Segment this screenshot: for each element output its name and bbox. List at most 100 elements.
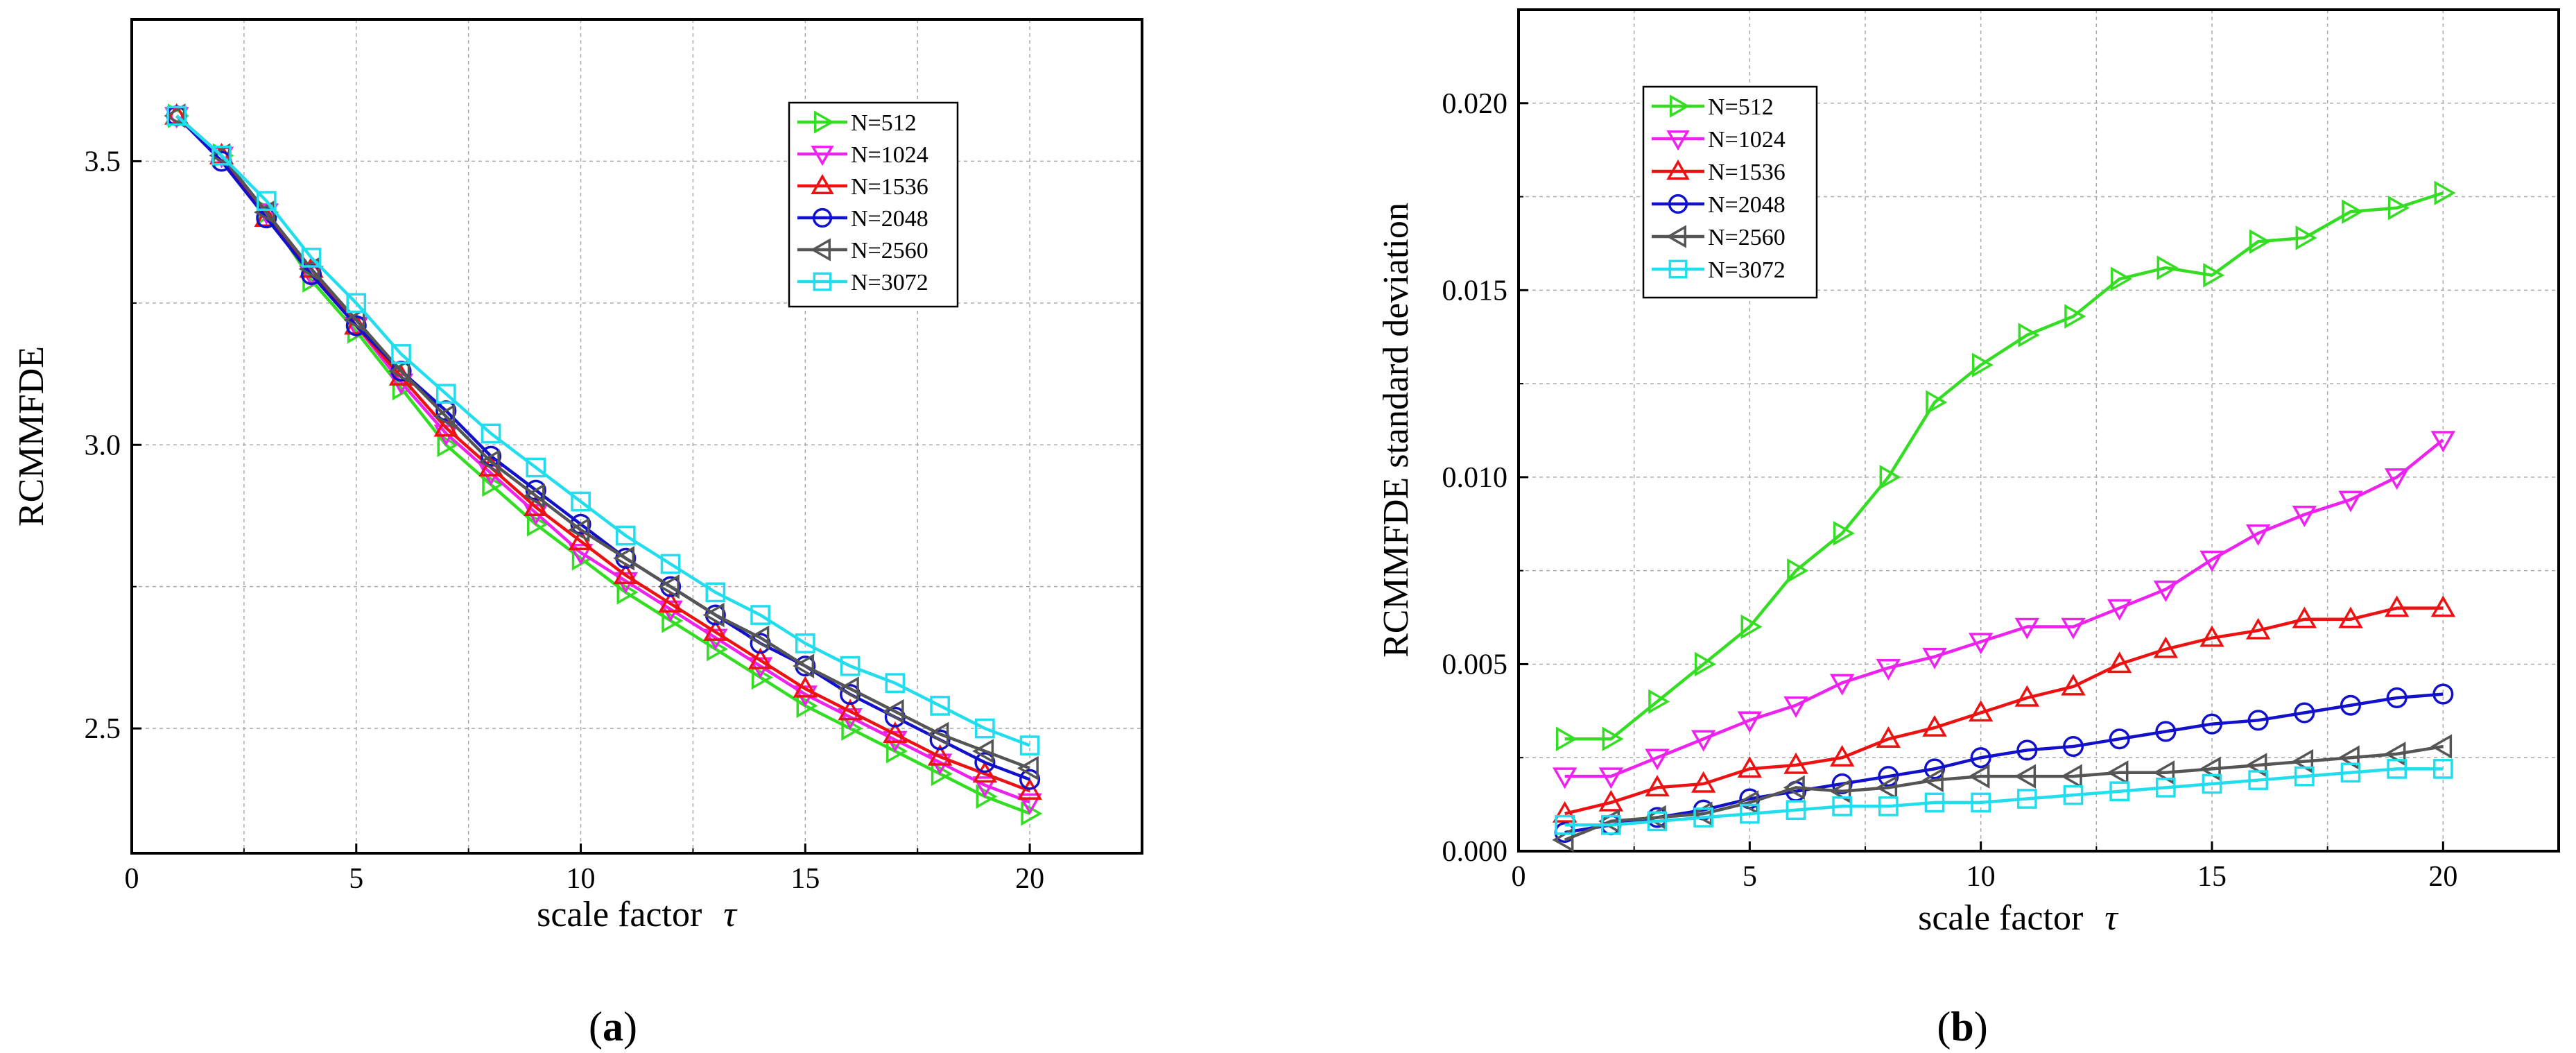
chart-a-series (164, 103, 1043, 826)
chart-b-point-n-2048 (2247, 710, 2269, 731)
chart-b-xtick-label: 0 (1512, 861, 1526, 893)
chart-a-point-n-2560 (298, 257, 320, 282)
chart-b-point-n-1024 (1691, 730, 1716, 752)
chart-b-point-n-1536 (2107, 651, 2132, 674)
chart-a-ytick-label: 2.5 (85, 713, 121, 745)
chart-b-point-n-1536 (2153, 636, 2179, 658)
chart-a-point-n-1536 (703, 619, 728, 641)
chart-b-point-n-1536 (1876, 726, 1901, 748)
chart-b-point-n-1024 (2384, 468, 2410, 490)
chart-b-point-n-512 (1787, 558, 1809, 583)
chart-a-point-n-3072 (346, 293, 367, 314)
chart-a-point-n-3072 (750, 605, 770, 625)
chart-b-point-n-1536 (2014, 685, 2040, 707)
chart-b-point-n-1024 (2245, 524, 2271, 546)
chart-b-point-n-3072 (1786, 800, 1806, 821)
chart-a-point-n-1536 (883, 721, 908, 744)
chart-b-point-n-1024 (1922, 647, 1947, 669)
chart-a-caption: (a) (589, 1004, 637, 1050)
chart-b-point-n-2048 (2386, 687, 2408, 709)
chart-b-point-n-1024 (2107, 599, 2132, 621)
chart-b-point-n-1536 (1968, 700, 1994, 722)
chart-b-point-n-3072 (1832, 796, 1853, 816)
chart-b-point-n-1536 (2338, 606, 2363, 628)
chart-b-point-n-2560 (2430, 734, 2453, 759)
chart-b-point-n-1536 (1737, 756, 1763, 778)
chart-a-point-n-3072 (885, 673, 906, 694)
chart-b-xtick-label: 20 (2428, 861, 2457, 893)
chart-b-point-n-2560 (1968, 764, 1990, 789)
chart-a-point-n-1536 (793, 676, 818, 698)
chart-b-legend-item-n-2560: N=2560 (1652, 225, 1786, 250)
chart-b-ytick-label: 0.010 (1442, 462, 1508, 494)
chart-a-point-n-1536 (972, 761, 998, 783)
chart-b-caption-letter: b (1951, 1004, 1973, 1050)
chart-b-x-ticks: 0 5 10 15 20 (1512, 841, 2559, 893)
chart-b-legend-item-n-512: N=512 (1652, 94, 1774, 120)
chart-b-point-n-1536 (2061, 674, 2086, 696)
chart-b-point-n-1024 (1598, 767, 1624, 789)
chart-b-point-n-2048 (2155, 721, 2177, 742)
chart-b-point-n-1536 (2384, 595, 2410, 617)
chart-b-point-n-1024 (1968, 633, 1994, 655)
chart-b-point-n-3072 (2387, 759, 2408, 779)
chart-a-point-n-2560 (793, 653, 815, 678)
chart-b-point-n-3072 (2248, 770, 2269, 790)
chart-a-ytick-label: 3.0 (85, 429, 121, 461)
chart-b-point-n-1024 (2199, 550, 2224, 572)
chart-a-point-n-2560 (837, 676, 859, 701)
chart-b-ytick-label: 0.015 (1442, 275, 1508, 307)
chart-a-legend-item-n-512: N=512 (797, 110, 917, 136)
chart-a-legend-marker (810, 238, 831, 262)
chart-b-point-n-1024 (2014, 617, 2040, 640)
chart-a-point-n-3072 (571, 491, 591, 512)
chart-a-legend-item-n-1024: N=1024 (797, 142, 928, 168)
chart-a-point-n-2560 (657, 574, 680, 599)
chart-a-xtick-label: 10 (567, 863, 596, 895)
chart-b-point-n-1536 (1552, 801, 1577, 823)
chart-b-legend-marker (1670, 94, 1691, 118)
chart-b-point-n-512 (2064, 304, 2086, 329)
chart-a-xlabel-symbol: τ (723, 895, 738, 934)
chart-b-point-n-2560 (1737, 790, 1759, 815)
chart-b-point-n-2048 (2340, 694, 2362, 716)
chart-b-legend-label: N=3072 (1708, 257, 1786, 283)
chart-b-point-n-2048 (1831, 773, 1853, 795)
chart-a-legend-marker (813, 272, 832, 291)
chart-b-point-n-512 (1926, 390, 1948, 415)
chart-b-point-n-1024 (1876, 659, 1901, 681)
chart-b-point-n-512 (2249, 229, 2271, 254)
chart-b-point-n-2048 (1970, 747, 1991, 769)
chart-b-legend-label: N=512 (1708, 94, 1774, 120)
chart-b-point-n-512 (2387, 196, 2410, 221)
chart-b-ytick-label: 0.005 (1442, 649, 1508, 680)
chart-a-xtick-label: 0 (125, 863, 139, 895)
chart-a-legend-label: N=3072 (851, 270, 928, 296)
chart-b-legend-marker (1666, 159, 1690, 180)
chart-a-point-n-2048 (345, 315, 367, 336)
chart-b-legend-label: N=2560 (1708, 225, 1786, 250)
chart-a-legend-item-n-3072: N=3072 (797, 270, 928, 296)
chart-a-point-n-3072 (975, 718, 995, 739)
chart-b-ytick-label: 0.000 (1442, 836, 1508, 868)
chart-b-point-n-3072 (1971, 792, 1991, 813)
chart-b-point-n-512 (1879, 465, 1901, 490)
chart-a-series-n-2560 (164, 103, 1039, 781)
chart-a-xtick-label: 15 (790, 863, 820, 895)
chart-a-point-n-1024 (1017, 793, 1042, 815)
chart-b-point-n-1024 (1783, 696, 1808, 718)
chart-b-legend: N=512 N=1024 N=1536 N=2048 N=2560 N=3072 (1642, 85, 1818, 299)
chart-a-point-n-3072 (930, 696, 950, 716)
chart-a-point-n-2048 (1019, 769, 1041, 790)
chart-b-xlabel-symbol: τ (2104, 898, 2119, 938)
chart-b: 0 5 10 15 20 0.000 0.005 0.010 0.015 0.020 RCMMF… (1376, 8, 2560, 1050)
chart-a-point-n-2560 (523, 483, 545, 508)
chart-b-point-n-1536 (1922, 714, 1947, 737)
chart-b-point-n-1536 (1598, 789, 1624, 812)
chart-b-xtick-label: 10 (1966, 861, 1996, 893)
chart-b-xlabel-text: scale factor (1918, 898, 2083, 938)
chart-b-point-n-1024 (1645, 748, 1670, 771)
chart-a-point-n-3072 (705, 582, 726, 603)
chart-a-point-n-3072 (211, 145, 232, 166)
